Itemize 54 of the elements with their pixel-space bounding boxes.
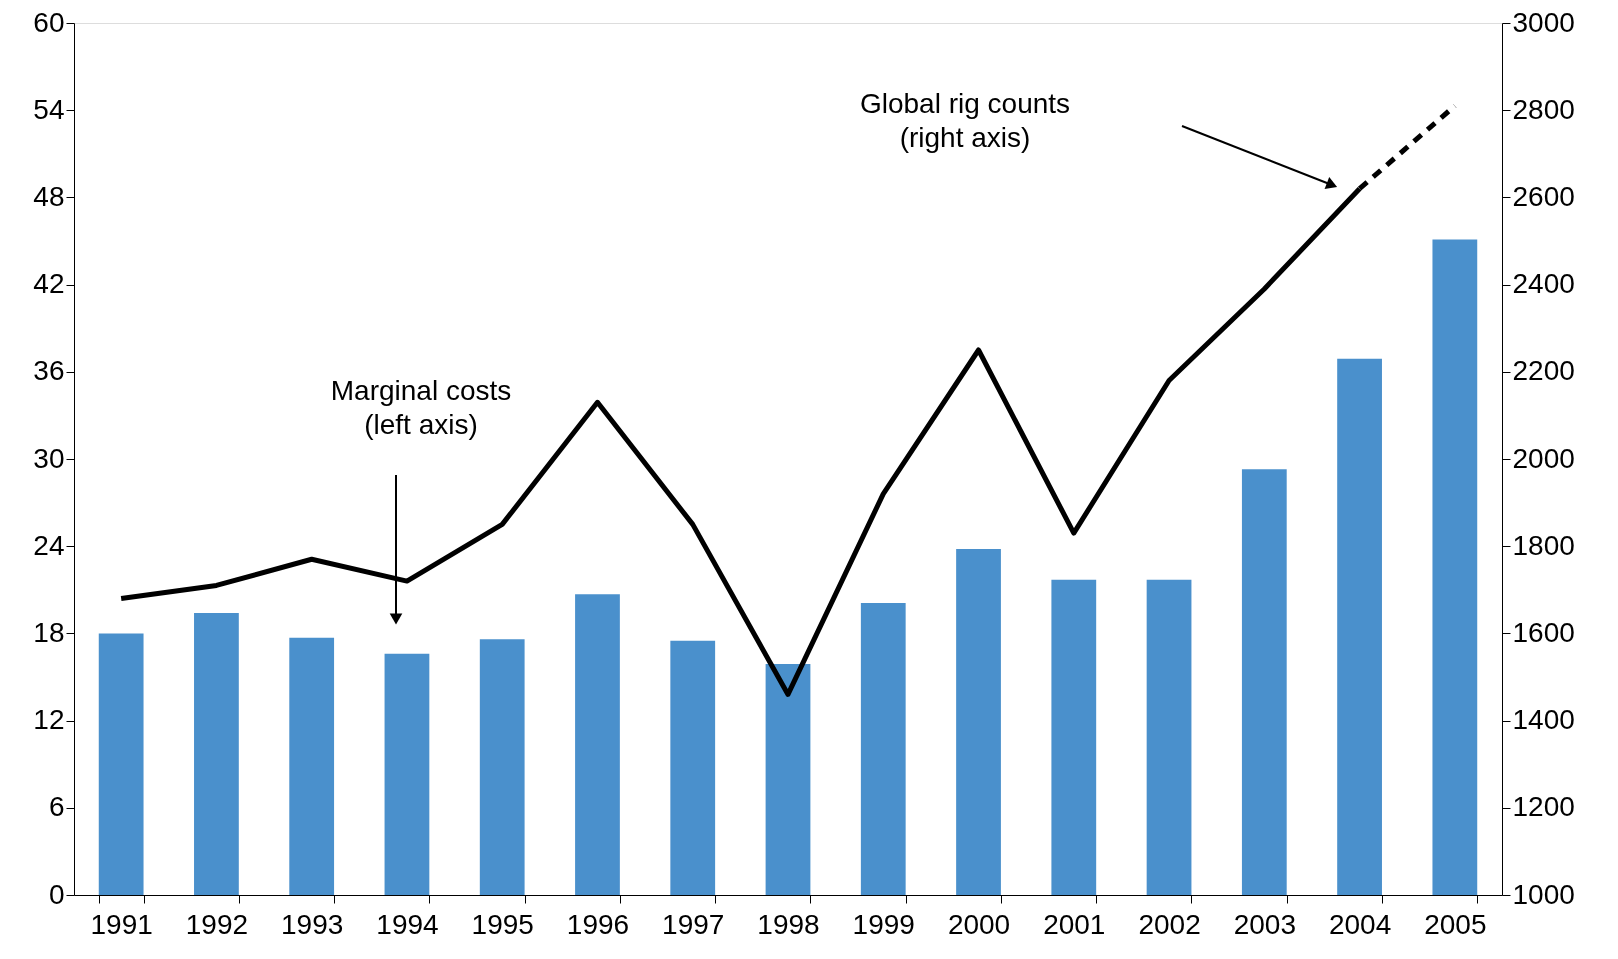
y-tick-label: 30 [33,442,65,474]
bar [956,549,1001,895]
y2-tick-label: 1000 [1512,878,1575,910]
x-tick-label: 1994 [376,908,439,940]
x-tick-label: 1992 [185,908,249,940]
y2-tick-label: 1800 [1512,529,1575,561]
bar [1146,579,1192,895]
y2-tick-label: 2200 [1512,355,1575,387]
y2-tick-label: 2800 [1512,93,1575,125]
bar [289,637,335,895]
bar [765,663,811,895]
x-tick-label: 1999 [852,908,915,940]
y2-tick-label: 2400 [1512,268,1575,300]
bar [1432,239,1478,895]
y-tick-label: 12 [33,704,65,736]
y2-tick-label: 3000 [1512,6,1575,38]
bar [384,653,430,895]
x-tick-label: 1998 [757,908,820,940]
annotation: Marginal costs (left axis) [330,375,512,440]
x-tick-label: 1993 [281,908,344,940]
bar [1051,579,1097,895]
y-tick-label: 42 [33,268,65,300]
bar [1337,358,1382,895]
x-tick-label: 2001 [1043,908,1106,940]
y-tick-label: 54 [33,93,65,125]
y2-tick-label: 1400 [1512,704,1575,736]
bar [479,639,525,895]
bar [1241,469,1287,895]
bar [98,633,144,895]
x-tick-label: 2000 [947,908,1011,940]
x-tick-label: 1996 [566,908,630,940]
y2-tick-label: 2000 [1512,442,1575,474]
x-tick-label: 2005 [1424,908,1487,940]
x-tick-label: 2003 [1233,908,1296,940]
bar [670,640,716,895]
x-tick-label: 1995 [471,908,534,940]
y-tick-label: 6 [48,791,65,823]
y-tick-label: 0 [48,878,65,910]
y-tick-label: 60 [33,6,65,38]
bar [860,602,906,895]
y2-tick-label: 1600 [1512,616,1575,648]
x-tick-label: 1997 [662,908,725,940]
x-tick-label: 2002 [1138,908,1201,940]
bar [194,613,239,895]
annotation: Global rig counts (right axis) [859,88,1071,153]
y-tick-label: 48 [33,180,65,212]
y2-tick-label: 1200 [1512,791,1575,823]
x-tick-label: 2004 [1328,908,1392,940]
x-tick-label: 1991 [90,908,153,940]
y2-tick-label: 2600 [1512,180,1575,212]
bar [575,594,620,895]
y-tick-label: 18 [33,616,65,648]
y-tick-label: 24 [33,529,65,561]
y-tick-label: 36 [33,355,65,387]
